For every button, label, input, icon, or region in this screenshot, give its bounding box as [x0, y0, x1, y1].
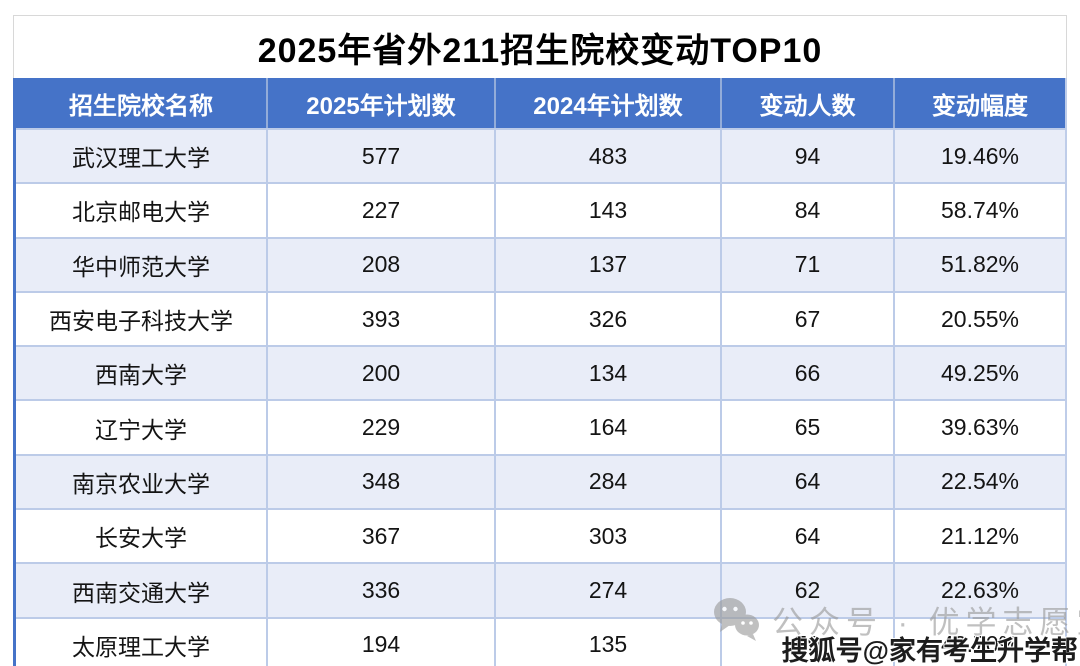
table-cell-school: 长安大学	[95, 525, 187, 552]
table-cell-plan-2024: 274	[494, 564, 720, 617]
table-cell-plan-2024: 143	[494, 184, 720, 237]
table-cell-school: 西安电子科技大学	[49, 308, 233, 335]
table-cell-rate: 22.54%	[893, 455, 1065, 509]
table-cell-change: 84	[720, 184, 893, 237]
column-header-plan-2024: 2024年计划数	[494, 78, 720, 128]
table-cell-school: 南京农业大学	[72, 470, 210, 497]
table-row: 太原理工大学 194 135 59 43.70%	[16, 616, 1065, 666]
table-cell-plan-2024: 137	[494, 238, 720, 291]
table-cell-rate: 43.70%	[893, 618, 1065, 666]
table-cell-plan-2024: 303	[494, 510, 720, 563]
table-cell-school: 武汉理工大学	[72, 145, 210, 172]
table-cell-plan-2025: 194	[266, 618, 494, 666]
table-row: 西安电子科技大学 393 326 67 20.55%	[16, 290, 1065, 346]
table-cell-plan-2025: 367	[266, 510, 494, 563]
table-cell-change: 64	[720, 455, 893, 509]
table-cell-plan-2025: 336	[266, 564, 494, 617]
table-cell-plan-2025: 200	[266, 347, 494, 400]
table-cell-plan-2025: 208	[266, 238, 494, 291]
table-cell-rate: 51.82%	[893, 238, 1065, 291]
page-title: 2025年省外211招生院校变动TOP10	[257, 31, 823, 70]
title-box: 2025年省外211招生院校变动TOP10	[13, 15, 1067, 78]
table-cell-change: 59	[720, 618, 893, 666]
table-cell-school: 西南大学	[95, 362, 187, 389]
table-row: 华中师范大学 208 137 71 51.82%	[16, 236, 1065, 291]
table-cell-plan-2024: 134	[494, 347, 720, 400]
table-cell-plan-2025: 229	[266, 401, 494, 454]
table-cell-school: 辽宁大学	[95, 416, 187, 443]
column-header-rate: 变动幅度	[893, 78, 1065, 128]
table-cell-plan-2024: 284	[494, 455, 720, 509]
table-cell-rate: 39.63%	[893, 401, 1065, 454]
table-cell-plan-2025: 227	[266, 184, 494, 237]
table-cell-school: 北京邮电大学	[72, 199, 210, 226]
table-cell-rate: 19.46%	[893, 130, 1065, 183]
table-cell-plan-2025: 348	[266, 455, 494, 509]
table-row: 西南大学 200 134 66 49.25%	[16, 345, 1065, 400]
table-cell-plan-2024: 164	[494, 401, 720, 454]
table-row: 辽宁大学 229 164 65 39.63%	[16, 399, 1065, 454]
column-header-change: 变动人数	[720, 78, 893, 128]
table-cell-change: 67	[720, 292, 893, 346]
table-cell-change: 65	[720, 401, 893, 454]
table-row: 西南交通大学 336 274 62 22.63%	[16, 562, 1065, 617]
table-cell-plan-2025: 393	[266, 292, 494, 346]
column-header-plan-2025: 2025年计划数	[266, 78, 494, 128]
table-cell-rate: 22.63%	[893, 564, 1065, 617]
table-cell-change: 71	[720, 238, 893, 291]
ranking-table: 招生院校名称 2025年计划数 2024年计划数 变动人数 变动幅度 武汉理工大…	[13, 78, 1067, 666]
table-cell-rate: 58.74%	[893, 184, 1065, 237]
table-row: 长安大学 367 303 64 21.12%	[16, 508, 1065, 563]
table-header-row: 招生院校名称 2025年计划数 2024年计划数 变动人数 变动幅度	[16, 78, 1065, 128]
table-cell-change: 94	[720, 130, 893, 183]
table-cell-plan-2024: 135	[494, 618, 720, 666]
table-cell-rate: 21.12%	[893, 510, 1065, 563]
table-cell-rate: 49.25%	[893, 347, 1065, 400]
table-cell-school: 太原理工大学	[72, 633, 210, 660]
table-cell-school: 华中师范大学	[72, 253, 210, 280]
table-cell-change: 62	[720, 564, 893, 617]
table-cell-change: 66	[720, 347, 893, 400]
souhu-watermark: 搜狐号@家有考生升学帮	[781, 636, 1078, 666]
table-cell-rate: 20.55%	[893, 292, 1065, 346]
table-cell-plan-2024: 483	[494, 130, 720, 183]
table-cell-plan-2024: 326	[494, 292, 720, 346]
table-row: 武汉理工大学 577 483 94 19.46%	[16, 128, 1065, 183]
column-header-school: 招生院校名称	[69, 92, 213, 120]
table-row: 北京邮电大学 227 143 84 58.74%	[16, 182, 1065, 237]
table-cell-school: 西南交通大学	[72, 579, 210, 606]
table-row: 南京农业大学 348 284 64 22.54%	[16, 453, 1065, 509]
table-cell-change: 64	[720, 510, 893, 563]
table-cell-plan-2025: 577	[266, 130, 494, 183]
